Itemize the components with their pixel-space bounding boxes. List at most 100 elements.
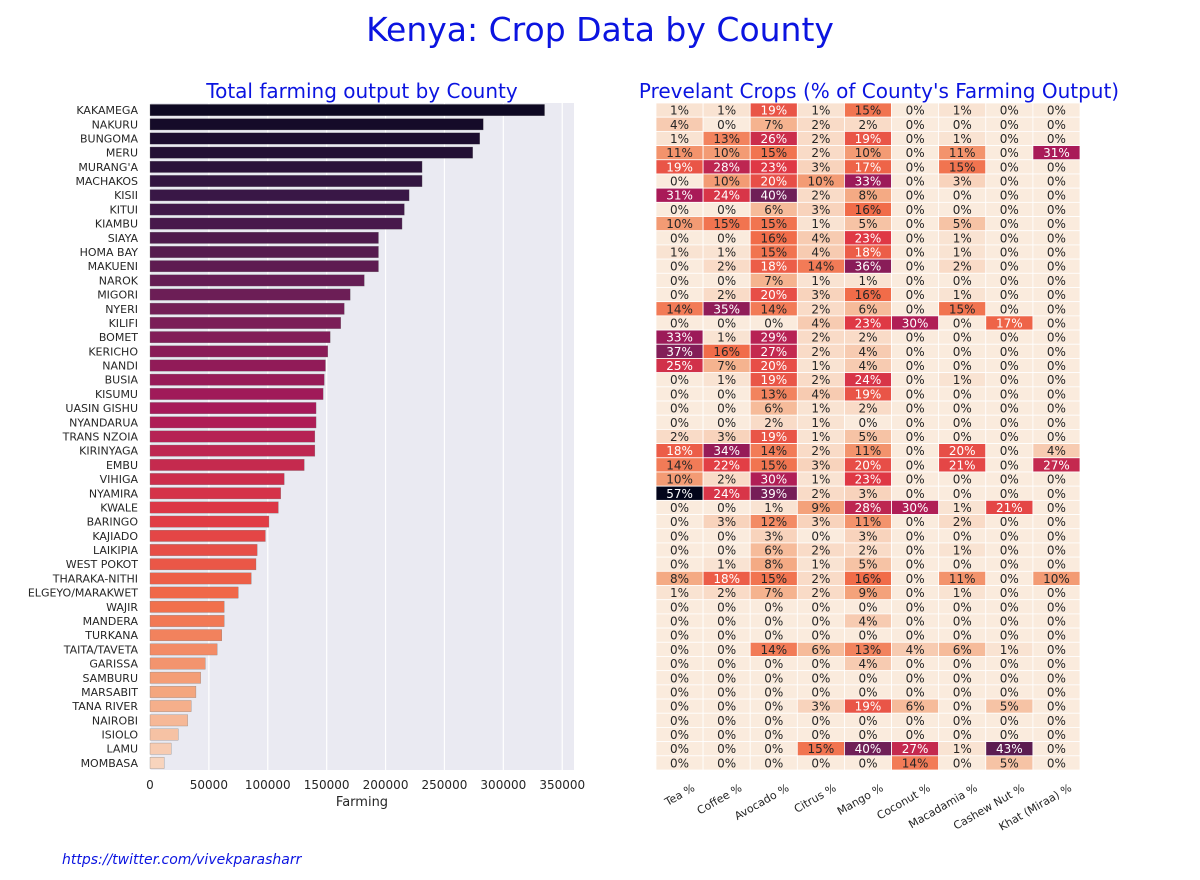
bar-y-tick-label: KISII: [114, 189, 138, 202]
heatmap-cell-label: 0%: [670, 558, 689, 572]
bar-x-tick-label: 50000: [190, 778, 228, 792]
bar: [149, 260, 379, 273]
heatmap-cell-label: 0%: [1047, 132, 1066, 146]
heatmap-cell-label: 8%: [670, 572, 689, 586]
heatmap-cell-label: 0%: [670, 714, 689, 728]
bar: [149, 302, 345, 315]
heatmap-cell-label: 14%: [902, 756, 929, 770]
heatmap-cell-label: 0%: [1047, 246, 1066, 260]
heatmap-cell-label: 0%: [1047, 331, 1066, 345]
heatmap-cell-label: 0%: [1000, 118, 1019, 132]
heatmap-cell-label: 0%: [1047, 302, 1066, 316]
heatmap-cell-label: 19%: [760, 104, 787, 118]
bar-y-tick-label: ELGEYO/MARAKWET: [28, 587, 138, 600]
heatmap-cell-label: 0%: [1047, 217, 1066, 231]
bar-y-tick-label: KISUMU: [95, 388, 138, 401]
heatmap-cell-label: 28%: [713, 160, 740, 174]
heatmap-cell-label: 0%: [1047, 756, 1066, 770]
heatmap-cell-label: 0%: [1047, 203, 1066, 217]
bar: [149, 742, 172, 755]
heatmap-cell-label: 29%: [760, 331, 787, 345]
heatmap-cell-label: 2%: [811, 345, 830, 359]
heatmap-cell-label: 15%: [760, 217, 787, 231]
heatmap-cell-label: 0%: [1000, 132, 1019, 146]
heatmap-cell-label: 0%: [717, 614, 736, 628]
bar-x-tick-label: 150000: [304, 778, 350, 792]
bar-x-tick-label: 300000: [480, 778, 526, 792]
heatmap-cell-label: 0%: [906, 714, 925, 728]
bar: [149, 331, 331, 343]
heatmap-cell-label: 0%: [811, 614, 830, 628]
heatmap-cell-label: 0%: [1047, 643, 1066, 657]
heatmap-cell-label: 0%: [717, 402, 736, 416]
heatmap-cell-label: 0%: [670, 260, 689, 274]
heatmap-cell-label: 15%: [949, 302, 976, 316]
heatmap-cell-label: 0%: [1047, 373, 1066, 387]
heatmap-cell-label: 27%: [760, 345, 787, 359]
heatmap-cell-label: 0%: [811, 529, 830, 543]
heatmap-cell-label: 6%: [764, 402, 783, 416]
heatmap-cell-label: 0%: [764, 657, 783, 671]
heatmap-cell-label: 2%: [953, 260, 972, 274]
heatmap-cell-label: 0%: [1000, 345, 1019, 359]
bar-y-tick-label: SAMBURU: [83, 672, 139, 685]
heatmap-cell-label: 3%: [811, 160, 830, 174]
heatmap-cell-label: 4%: [906, 643, 925, 657]
bar-y-tick-label: BUNGOMA: [80, 132, 138, 145]
heatmap-cell-label: 0%: [1000, 373, 1019, 387]
heatmap-cell-label: 0%: [670, 742, 689, 756]
heatmap-cell-label: 0%: [670, 373, 689, 387]
bar-y-tick-label: THARAKA-NITHI: [52, 572, 138, 585]
heatmap-cell-label: 0%: [1047, 487, 1066, 501]
heatmap-cell-label: 10%: [666, 217, 693, 231]
heatmap-cell-label: 0%: [1047, 671, 1066, 685]
heatmap-cell-label: 18%: [666, 444, 693, 458]
heatmap-cell-label: 0%: [717, 700, 736, 714]
heatmap-cell-label: 0%: [1047, 359, 1066, 373]
heatmap-cell-label: 10%: [713, 175, 740, 189]
heatmap-cell-label: 0%: [906, 345, 925, 359]
heatmap-cell-label: 11%: [855, 444, 882, 458]
heatmap-cell-label: 0%: [717, 756, 736, 770]
bar-y-tick-label: MAKUENI: [88, 260, 138, 273]
credit-link[interactable]: https://twitter.com/vivekparasharr: [62, 852, 302, 868]
heatmap-cell-label: 0%: [1000, 231, 1019, 245]
heatmap-cell-label: 1%: [717, 558, 736, 572]
heatmap-cell-label: 20%: [760, 288, 787, 302]
heatmap-cell-label: 2%: [953, 515, 972, 529]
bar-y-tick-label: WAJIR: [106, 601, 138, 614]
heatmap-cell-label: 17%: [855, 160, 882, 174]
heatmap-cell-label: 0%: [906, 246, 925, 260]
heatmap-cell-label: 0%: [1000, 515, 1019, 529]
bar: [149, 146, 473, 159]
bar: [149, 643, 218, 656]
heatmap-cell-label: 0%: [764, 685, 783, 699]
heatmap-cell-label: 0%: [906, 387, 925, 401]
heatmap-cell-label: 3%: [811, 203, 830, 217]
heatmap-cell-label: 0%: [1047, 529, 1066, 543]
bar: [149, 161, 423, 173]
heatmap-cell-label: 2%: [811, 118, 830, 132]
heatmap-cell-label: 6%: [764, 203, 783, 217]
heatmap-cell-label: 14%: [760, 643, 787, 657]
heatmap-cell-label: 0%: [1000, 657, 1019, 671]
heatmap-cell-label: 0%: [858, 728, 877, 742]
heatmap-cell-label: 0%: [670, 643, 689, 657]
heatmap-cell-label: 1%: [670, 246, 689, 260]
heatmap-cell-label: 0%: [811, 671, 830, 685]
heatmap-cell-label: 0%: [1047, 728, 1066, 742]
heatmap-cell-label: 37%: [666, 345, 693, 359]
heatmap-cell-label: 2%: [858, 118, 877, 132]
heatmap-cell-label: 1%: [670, 586, 689, 600]
heatmap-cell-label: 9%: [858, 586, 877, 600]
heatmap-cell-label: 0%: [1000, 416, 1019, 430]
bar: [149, 558, 257, 571]
bar-y-tick-label: MACHAKOS: [75, 175, 138, 188]
heatmap-cell-label: 0%: [953, 671, 972, 685]
heatmap-cell-label: 0%: [717, 714, 736, 728]
bar-y-tick-label: KITUI: [110, 203, 138, 216]
bar-y-tick-label: KIAMBU: [95, 218, 138, 231]
bar: [149, 657, 206, 670]
main-title: Kenya: Crop Data by County: [366, 10, 834, 49]
heatmap-cell-label: 0%: [1000, 359, 1019, 373]
